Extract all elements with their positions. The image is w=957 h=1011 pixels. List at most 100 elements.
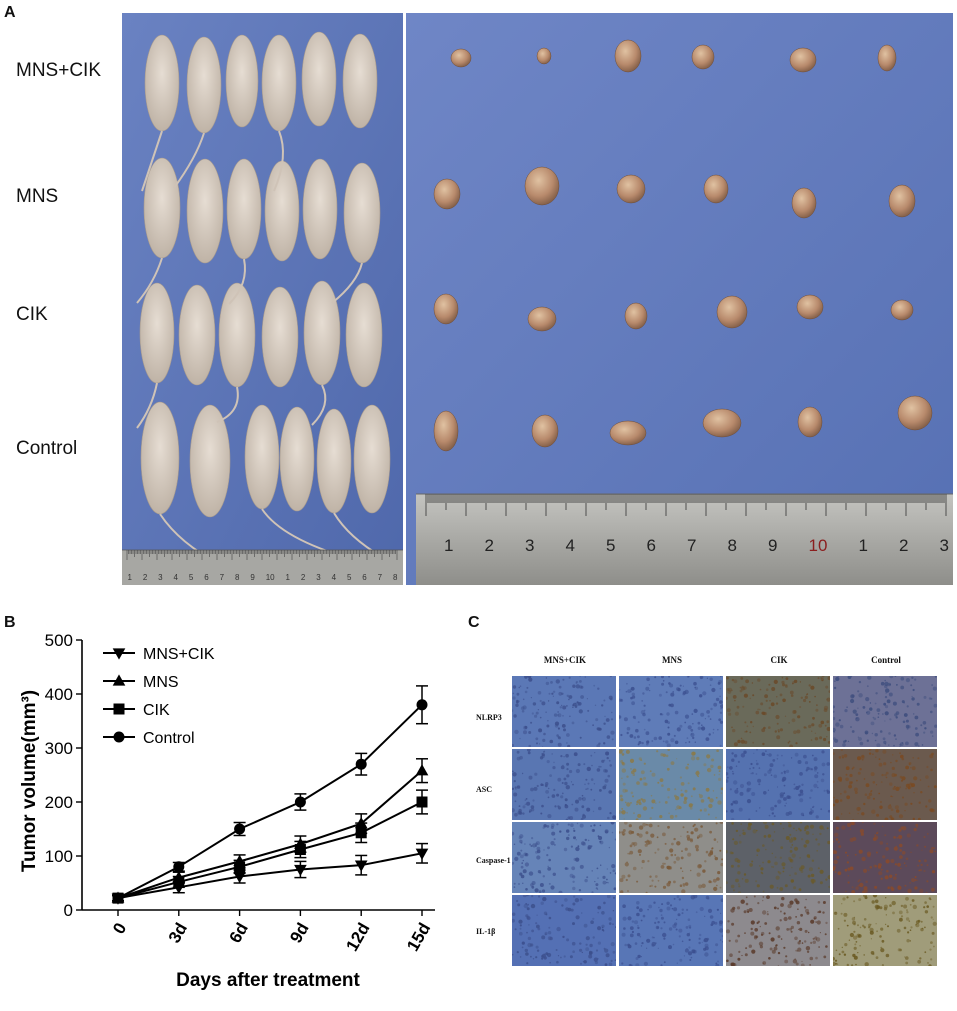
- texture-speck: [576, 701, 579, 704]
- texture-speck: [696, 756, 700, 761]
- texture-speck: [512, 709, 514, 712]
- texture-speck: [570, 908, 574, 912]
- texture-speck: [711, 687, 716, 693]
- texture-speck: [845, 890, 847, 893]
- texture-speck: [597, 941, 601, 945]
- texture-speck: [622, 904, 626, 908]
- texture-speck: [665, 740, 669, 744]
- texture-speck: [863, 954, 865, 956]
- texture-speck: [566, 836, 570, 841]
- texture-speck: [660, 916, 664, 920]
- texture-speck: [581, 798, 584, 800]
- texture-speck: [719, 695, 721, 698]
- texture-speck: [603, 742, 606, 745]
- texture-speck: [636, 803, 638, 806]
- texture-speck: [878, 762, 883, 767]
- texture-speck: [747, 826, 752, 831]
- texture-speck: [795, 829, 798, 832]
- texture-speck: [627, 852, 630, 855]
- texture-speck: [516, 899, 519, 903]
- right-ruler-number: 2: [484, 536, 494, 555]
- texture-speck: [590, 788, 593, 791]
- texture-speck: [591, 891, 594, 893]
- texture-speck: [890, 808, 894, 811]
- texture-speck: [653, 936, 655, 939]
- texture-speck: [639, 853, 641, 856]
- texture-speck: [893, 876, 897, 880]
- texture-speck: [927, 785, 930, 788]
- texture-speck: [683, 800, 687, 804]
- texture-speck: [778, 730, 780, 733]
- texture-speck: [610, 959, 613, 962]
- texture-speck: [876, 930, 878, 933]
- texture-speck: [740, 899, 745, 904]
- texture-speck: [556, 823, 559, 826]
- texture-speck: [880, 948, 885, 953]
- texture-speck: [547, 867, 552, 871]
- texture-speck: [561, 904, 564, 907]
- texture-speck: [879, 906, 883, 910]
- texture-speck: [810, 941, 813, 944]
- texture-speck: [874, 702, 877, 705]
- texture-speck: [547, 700, 550, 702]
- right-ruler-number: 1: [858, 536, 868, 555]
- texture-speck: [756, 921, 759, 925]
- texture-speck: [926, 864, 929, 866]
- texture-speck: [809, 824, 815, 829]
- texture-speck: [720, 898, 723, 902]
- texture-speck: [660, 927, 663, 930]
- texture-speck: [684, 796, 687, 800]
- texture-speck: [914, 742, 919, 747]
- texture-speck: [694, 827, 699, 832]
- texture-speck: [902, 720, 906, 724]
- mice-photo-illustration: [122, 13, 403, 585]
- texture-speck: [913, 792, 915, 794]
- texture-speck: [606, 868, 608, 870]
- texture-speck: [920, 724, 923, 727]
- texture-speck: [874, 835, 879, 840]
- texture-speck: [684, 948, 689, 953]
- texture-speck: [513, 780, 516, 783]
- texture-speck: [843, 754, 848, 758]
- ihc-texture: [726, 822, 830, 893]
- texture-speck: [666, 906, 671, 911]
- texture-speck: [720, 676, 722, 678]
- texture-speck: [846, 963, 849, 966]
- ihc-image-cell: [619, 822, 723, 893]
- texture-speck: [750, 920, 755, 925]
- texture-speck: [515, 703, 519, 707]
- texture-speck: [894, 873, 897, 876]
- texture-speck: [789, 874, 791, 877]
- texture-speck: [609, 812, 612, 815]
- texture-speck: [670, 853, 674, 857]
- texture-speck: [755, 810, 758, 812]
- texture-speck: [603, 699, 606, 702]
- texture-speck: [737, 864, 740, 868]
- texture-speck: [726, 688, 730, 691]
- texture-speck: [894, 676, 897, 677]
- texture-speck: [895, 786, 900, 791]
- texture-speck: [702, 691, 707, 696]
- texture-speck: [678, 928, 683, 933]
- texture-speck: [679, 684, 682, 687]
- texture-speck: [762, 899, 764, 902]
- texture-speck: [579, 942, 582, 945]
- texture-speck: [614, 872, 616, 875]
- texture-speck: [849, 828, 852, 831]
- texture-speck: [875, 692, 878, 695]
- texture-speck: [900, 915, 904, 918]
- texture-speck: [875, 756, 877, 758]
- texture-speck: [764, 922, 768, 925]
- left-ruler-number: 1: [127, 573, 132, 582]
- texture-speck: [719, 939, 722, 941]
- texture-speck: [763, 822, 768, 825]
- texture-speck: [716, 908, 719, 911]
- texture-speck: [819, 825, 824, 830]
- texture-speck: [748, 818, 751, 820]
- texture-speck: [606, 756, 609, 760]
- texture-speck: [627, 689, 631, 693]
- texture-speck: [894, 785, 896, 788]
- texture-speck: [666, 767, 670, 771]
- ihc-image-cell: [833, 676, 937, 747]
- texture-speck: [592, 810, 595, 813]
